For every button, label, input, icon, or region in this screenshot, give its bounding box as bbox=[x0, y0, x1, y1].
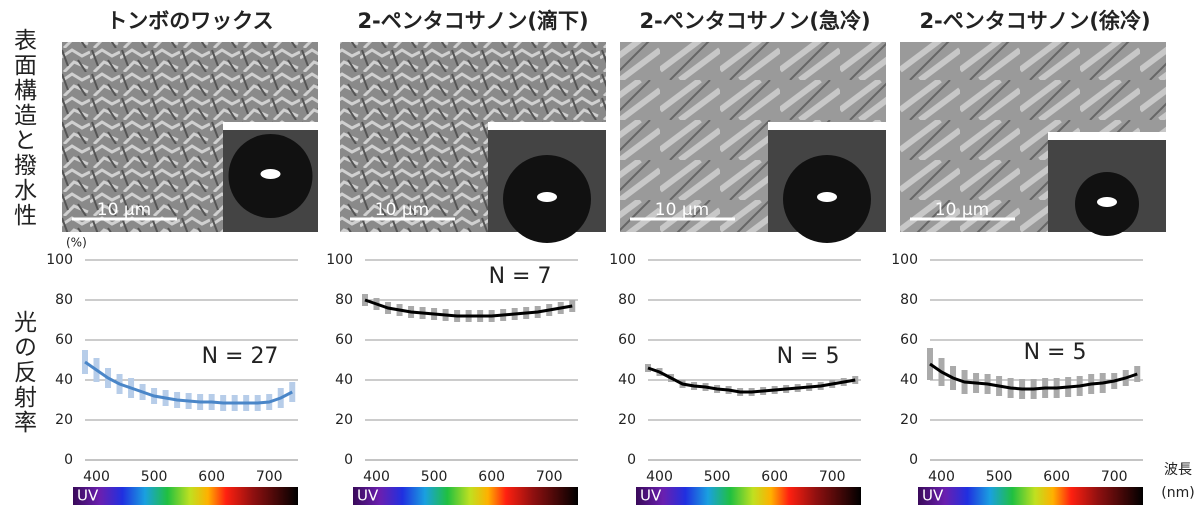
y-tick-label: 0 bbox=[909, 452, 918, 468]
x-tick-label: 500 bbox=[986, 469, 1013, 485]
y-tick-label: 60 bbox=[900, 332, 918, 348]
scale-bar-label: 10 μm bbox=[655, 200, 709, 220]
row-label: 表面構造と撥水性 bbox=[10, 28, 38, 228]
annotation: N = 27 bbox=[202, 344, 279, 369]
page: 表面構造と撥水性 光の反射率 (%) 波長 (nm) トンボのワックス 10 μm… bbox=[0, 0, 1202, 508]
y-tick-label: 80 bbox=[335, 292, 353, 308]
y-tick-label: 100 bbox=[326, 252, 353, 268]
y-unit: (%) bbox=[66, 236, 87, 250]
y-tick-label: 80 bbox=[618, 292, 636, 308]
y-tick-label: 0 bbox=[64, 452, 73, 468]
scale-bar-label: 10 μm bbox=[97, 200, 151, 220]
uv-label: UV bbox=[640, 487, 662, 505]
chart-title: 2-ペンタコサノン(急冷) bbox=[639, 9, 870, 33]
droplet-glint bbox=[261, 169, 281, 179]
scale-bar-label: 10 μm bbox=[375, 200, 429, 220]
x-tick-label: 600 bbox=[478, 469, 505, 485]
y-tick-label: 100 bbox=[891, 252, 918, 268]
figure: 表面構造と撥水性 光の反射率 (%) 波長 (nm) トンボのワックス 10 μm… bbox=[0, 0, 1202, 508]
y-tick-label: 40 bbox=[55, 372, 73, 388]
uv-label: UV bbox=[357, 487, 379, 505]
x-tick-label: 600 bbox=[198, 469, 225, 485]
y-tick-label: 40 bbox=[618, 372, 636, 388]
spectrum-bar bbox=[918, 487, 1143, 505]
x-tick-label: 500 bbox=[421, 469, 448, 485]
annotation: N = 5 bbox=[1024, 340, 1087, 365]
chart-title: 2-ペンタコサノン(滴下) bbox=[357, 9, 588, 33]
y-tick-label: 40 bbox=[900, 372, 918, 388]
uv-label: UV bbox=[77, 487, 99, 505]
droplet-glint bbox=[537, 192, 557, 202]
y-tick-label: 60 bbox=[55, 332, 73, 348]
chart-title: トンボのワックス bbox=[106, 9, 273, 33]
x-tick-label: 700 bbox=[1101, 469, 1128, 485]
x-tick-label: 400 bbox=[83, 469, 110, 485]
x-tick-label: 700 bbox=[256, 469, 283, 485]
y-tick-label: 0 bbox=[627, 452, 636, 468]
annotation: N = 5 bbox=[777, 344, 840, 369]
y-tick-label: 60 bbox=[335, 332, 353, 348]
y-tick-label: 20 bbox=[618, 412, 636, 428]
y-tick-label: 20 bbox=[55, 412, 73, 428]
x-tick-label: 400 bbox=[646, 469, 673, 485]
droplet-glint bbox=[817, 192, 837, 202]
y-tick-label: 100 bbox=[609, 252, 636, 268]
y-tick-label: 20 bbox=[335, 412, 353, 428]
chart-title: 2-ペンタコサノン(徐冷) bbox=[919, 9, 1150, 33]
y-tick-label: 60 bbox=[618, 332, 636, 348]
y-tick-label: 0 bbox=[344, 452, 353, 468]
y-tick-label: 80 bbox=[900, 292, 918, 308]
row-label: 光の反射率 bbox=[10, 310, 38, 435]
droplet-glint bbox=[1097, 197, 1117, 207]
x-tick-label: 500 bbox=[141, 469, 168, 485]
x-tick-label: 700 bbox=[536, 469, 563, 485]
x-tick-label: 600 bbox=[761, 469, 788, 485]
annotation: N = 7 bbox=[489, 264, 552, 289]
x-tick-label: 700 bbox=[819, 469, 846, 485]
x-tick-label: 400 bbox=[928, 469, 955, 485]
spectrum-bar bbox=[636, 487, 861, 505]
y-tick-label: 40 bbox=[335, 372, 353, 388]
x-tick-label: 600 bbox=[1043, 469, 1070, 485]
y-tick-label: 80 bbox=[55, 292, 73, 308]
x-tick-label: 400 bbox=[363, 469, 390, 485]
x-tick-label: 500 bbox=[704, 469, 731, 485]
uv-label: UV bbox=[922, 487, 944, 505]
spectrum-bar bbox=[73, 487, 298, 505]
y-tick-label: 20 bbox=[900, 412, 918, 428]
spectrum-bar bbox=[353, 487, 578, 505]
y-tick-label: 100 bbox=[46, 252, 73, 268]
x-label: 波長 bbox=[1164, 462, 1192, 478]
scale-bar-label: 10 μm bbox=[935, 200, 989, 220]
x-unit: (nm) bbox=[1161, 485, 1194, 501]
